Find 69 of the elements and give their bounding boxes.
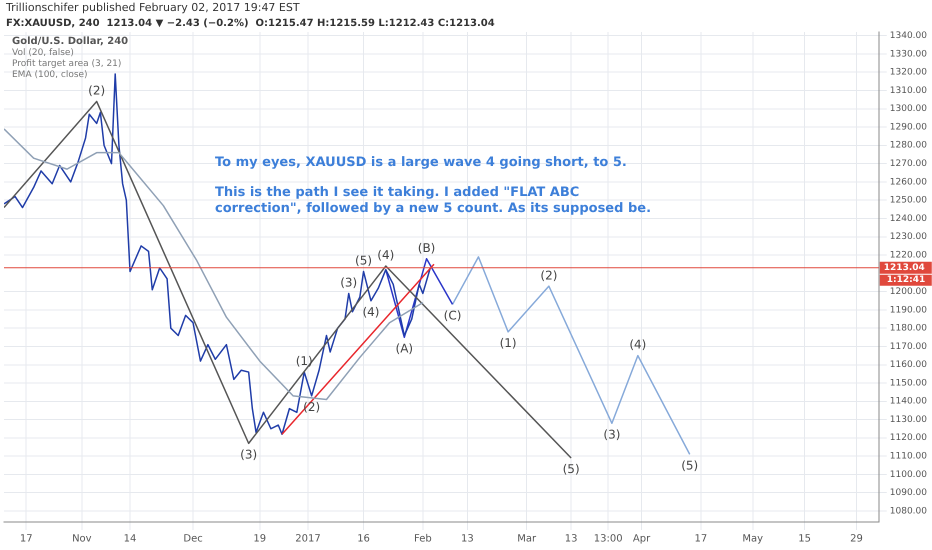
y-tick-label: 1080.00 <box>890 506 928 516</box>
y-tick-label: 1130.00 <box>890 414 928 425</box>
annotation: (5) <box>562 462 580 476</box>
y-tick-label: 1320.00 <box>890 68 928 78</box>
annotation: (B) <box>418 240 436 255</box>
annotation: (3) <box>603 427 620 442</box>
x-tick-label: 13 <box>460 534 474 545</box>
y-tick-label: 1120.00 <box>890 433 928 444</box>
text: Trillionschifer published February 02, 2017 19:47 EST <box>5 1 300 14</box>
y-tick-label: 1200.00 <box>890 286 928 297</box>
x-tick-label: Dec <box>183 534 203 545</box>
annotation: Vol (20, false) <box>12 48 74 58</box>
annotation: (C) <box>444 308 462 323</box>
text: 1:12:41 <box>886 275 926 286</box>
y-tick-label: 1220.00 <box>890 250 928 260</box>
annotation: To my eyes, XAUUSD is a large wave 4 going short, to 5. <box>215 155 627 170</box>
x-tick-label: 19 <box>253 534 266 545</box>
y-tick-label: 1140.00 <box>890 396 928 407</box>
x-tick-label: 14 <box>124 534 136 545</box>
annotation: (5) <box>355 254 372 268</box>
annotation: Profit target area (3, 21) <box>12 59 122 69</box>
y-tick-label: 1300.00 <box>890 104 928 114</box>
y-tick-label: 1110.00 <box>890 452 928 462</box>
annotation: This is the path I see it taking. I added "FLAT ABC correction", followed by a new 5 count. As its supposed be. <box>215 185 652 216</box>
x-tick-label: 17 <box>20 534 33 545</box>
y-tick-label: 1280.00 <box>890 140 928 151</box>
x-tick-label: 17 <box>694 534 708 545</box>
y-tick-label: 1180.00 <box>890 324 928 334</box>
annotation: (1) <box>296 354 313 368</box>
annotation: (A) <box>396 341 414 356</box>
x-tick-label: 13:00 <box>594 534 623 545</box>
annotation: EMA (100, close) <box>12 70 88 80</box>
ref-line-label: 1213.04 <box>884 263 925 274</box>
annotation: (4) <box>629 338 646 352</box>
x-tick-label: May <box>742 534 764 545</box>
y-tick-label: 1190.00 <box>890 305 928 316</box>
x-tick-label: Apr <box>632 534 652 545</box>
x-tick-label: 29 <box>850 534 863 545</box>
y-tick-label: 1260.00 <box>890 177 928 188</box>
y-tick-label: 1160.00 <box>890 360 928 370</box>
x-tick-label: 16 <box>357 534 370 545</box>
y-tick-label: 1340.00 <box>890 31 928 41</box>
annotation: (4) <box>362 304 380 319</box>
annotation: (5) <box>681 458 698 472</box>
y-tick-label: 1290.00 <box>890 122 928 132</box>
chart-title: Gold/U.S. Dollar, 240 <box>12 36 128 47</box>
annotation: (2) <box>88 84 106 98</box>
y-tick-label: 1090.00 <box>890 488 928 498</box>
annotation: (1) <box>500 336 517 350</box>
chart-subtitle: FX:XAUUSD, 240 1213.04 ▼ −2.43 (−0.2%) O:1215.47 H:1215.59 L:1212.43 C:1213.04 <box>6 18 495 29</box>
x-tick-label: 15 <box>798 534 812 545</box>
y-tick-label: 1240.00 <box>890 214 928 224</box>
y-tick-label: 1310.00 <box>890 86 928 96</box>
x-tick-label: Feb <box>414 534 432 545</box>
y-tick-label: 1170.00 <box>890 342 928 352</box>
x-tick-label: 13 <box>564 534 578 545</box>
x-tick-label: Nov <box>72 534 92 545</box>
y-tick-label: 1100.00 <box>890 470 928 480</box>
annotation: (3) <box>340 276 358 290</box>
annotation: (3) <box>240 448 258 462</box>
y-tick-label: 1250.00 <box>890 196 928 206</box>
annotation: (2) <box>540 268 558 282</box>
x-tick-label: 2017 <box>295 534 321 545</box>
y-tick-label: 1150.00 <box>890 378 928 388</box>
x-tick-label: Mar <box>517 534 537 545</box>
y-tick-label: 1330.00 <box>890 49 928 60</box>
y-tick-label: 1270.00 <box>890 158 928 169</box>
y-tick-label: 1230.00 <box>890 232 928 242</box>
annotation: (4) <box>377 248 394 262</box>
